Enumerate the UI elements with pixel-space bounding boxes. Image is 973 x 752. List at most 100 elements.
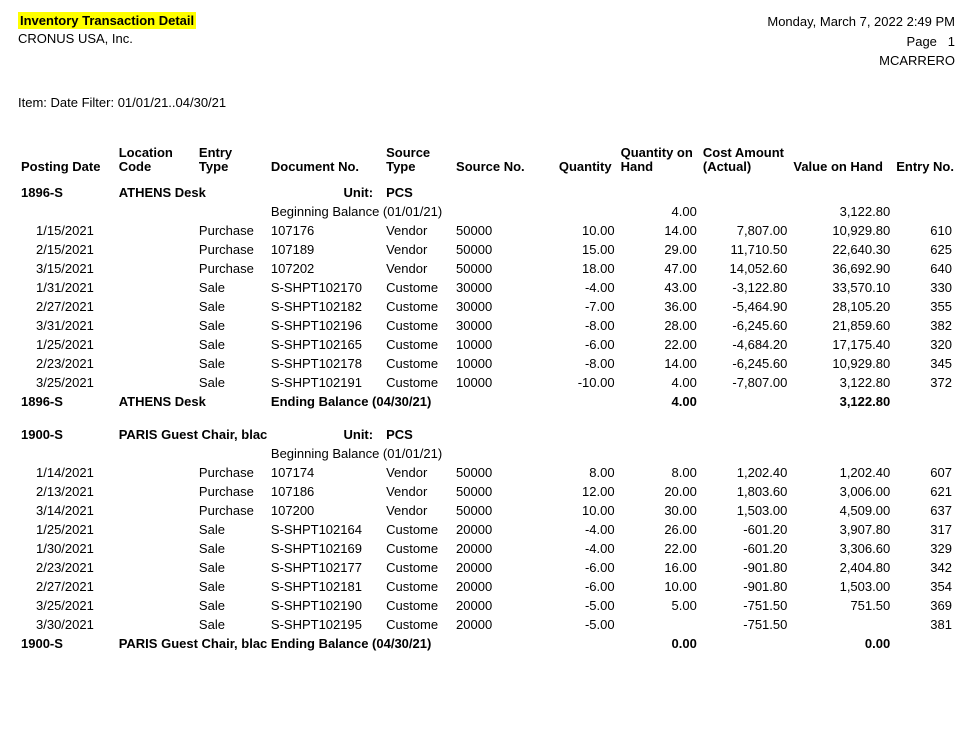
cell-source-type: Vendor — [383, 240, 453, 259]
cell-location-code — [116, 520, 196, 539]
beginning-qty — [618, 444, 700, 463]
page-number: 1 — [948, 34, 955, 49]
cell-entry-type: Sale — [196, 558, 268, 577]
cell-quantity: -4.00 — [556, 278, 618, 297]
col-source-no: Source No. — [453, 144, 556, 184]
col-entry-type: EntryType — [196, 144, 268, 184]
cell-entry-no: 372 — [893, 373, 955, 392]
cell-source-no: 20000 — [453, 539, 556, 558]
cell-source-type: Custome — [383, 335, 453, 354]
cell-location-code — [116, 297, 196, 316]
cell-value-on-hand: 1,202.40 — [790, 463, 893, 482]
cell-entry-type: Sale — [196, 539, 268, 558]
beginning-value — [790, 444, 893, 463]
cell-qty-on-hand: 5.00 — [618, 596, 700, 615]
cell-value-on-hand: 21,859.60 — [790, 316, 893, 335]
cell-source-type: Custome — [383, 278, 453, 297]
beginning-balance-row: Beginning Balance (01/01/21) — [18, 444, 955, 463]
unit-label: Unit: — [268, 425, 383, 444]
cell-quantity: -8.00 — [556, 354, 618, 373]
cell-cost-amount: -5,464.90 — [700, 297, 791, 316]
cell-posting-date: 2/23/2021 — [18, 354, 116, 373]
cell-document-no: S-SHPT102195 — [268, 615, 383, 634]
cell-posting-date: 3/14/2021 — [18, 501, 116, 520]
cell-posting-date: 1/31/2021 — [18, 278, 116, 297]
spacer-row — [18, 411, 955, 425]
table-row: 3/25/2021SaleS-SHPT102190Custome20000-5.… — [18, 596, 955, 615]
cell-document-no: S-SHPT102196 — [268, 316, 383, 335]
cell-entry-type: Purchase — [196, 240, 268, 259]
cell-posting-date: 2/27/2021 — [18, 577, 116, 596]
cell-qty-on-hand: 47.00 — [618, 259, 700, 278]
col-quantity: Quantity — [556, 144, 618, 184]
table-row: 1/25/2021SaleS-SHPT102164Custome20000-4.… — [18, 520, 955, 539]
cell-value-on-hand: 33,570.10 — [790, 278, 893, 297]
cell-quantity: -4.00 — [556, 539, 618, 558]
filter-text: Item: Date Filter: 01/01/21..04/30/21 — [18, 95, 955, 110]
cell-value-on-hand: 17,175.40 — [790, 335, 893, 354]
cell-qty-on-hand: 28.00 — [618, 316, 700, 335]
cell-qty-on-hand: 26.00 — [618, 520, 700, 539]
cell-document-no: S-SHPT102190 — [268, 596, 383, 615]
cell-quantity: -8.00 — [556, 316, 618, 335]
cell-document-no: S-SHPT102170 — [268, 278, 383, 297]
cell-document-no: 107189 — [268, 240, 383, 259]
col-source-type: SourceType — [383, 144, 453, 184]
cell-quantity: 18.00 — [556, 259, 618, 278]
table-row: 2/13/2021Purchase107186Vendor5000012.002… — [18, 482, 955, 501]
cell-value-on-hand: 3,306.60 — [790, 539, 893, 558]
report-user: MCARRERO — [767, 51, 955, 71]
page-label-row: Page 1 — [767, 32, 955, 52]
cell-entry-type: Purchase — [196, 501, 268, 520]
cell-source-type: Custome — [383, 577, 453, 596]
table-row: 1/15/2021Purchase107176Vendor5000010.001… — [18, 221, 955, 240]
cell-entry-type: Sale — [196, 577, 268, 596]
cell-source-type: Vendor — [383, 482, 453, 501]
cell-value-on-hand: 4,509.00 — [790, 501, 893, 520]
cell-entry-no: 345 — [893, 354, 955, 373]
unit-label: Unit: — [268, 183, 383, 202]
cell-location-code — [116, 259, 196, 278]
unit-value: PCS — [383, 425, 453, 444]
cell-qty-on-hand: 36.00 — [618, 297, 700, 316]
report-datetime: Monday, March 7, 2022 2:49 PM — [767, 12, 955, 32]
cell-posting-date: 2/13/2021 — [18, 482, 116, 501]
cell-posting-date: 1/30/2021 — [18, 539, 116, 558]
cell-cost-amount: -6,245.60 — [700, 316, 791, 335]
cell-posting-date: 1/25/2021 — [18, 335, 116, 354]
ending-value: 0.00 — [790, 634, 893, 653]
cell-entry-no: 637 — [893, 501, 955, 520]
cell-source-type: Custome — [383, 520, 453, 539]
cell-cost-amount: -901.80 — [700, 577, 791, 596]
cell-cost-amount: -3,122.80 — [700, 278, 791, 297]
cell-source-type: Custome — [383, 354, 453, 373]
cell-source-type: Custome — [383, 297, 453, 316]
ending-qty: 0.00 — [618, 634, 700, 653]
cell-value-on-hand: 36,692.90 — [790, 259, 893, 278]
cell-document-no: S-SHPT102177 — [268, 558, 383, 577]
cell-quantity: -5.00 — [556, 596, 618, 615]
item-code-end: 1900-S — [18, 634, 116, 653]
beginning-balance-label: Beginning Balance (01/01/21) — [268, 202, 556, 221]
table-row: 2/27/2021SaleS-SHPT102181Custome20000-6.… — [18, 577, 955, 596]
beginning-value: 3,122.80 — [790, 202, 893, 221]
cell-posting-date: 3/31/2021 — [18, 316, 116, 335]
item-desc: PARIS Guest Chair, black — [116, 425, 268, 444]
table-row: 3/31/2021SaleS-SHPT102196Custome30000-8.… — [18, 316, 955, 335]
cell-cost-amount: 14,052.60 — [700, 259, 791, 278]
beginning-balance-row: Beginning Balance (01/01/21)4.003,122.80 — [18, 202, 955, 221]
report-table: Posting Date LocationCode EntryType Docu… — [18, 144, 955, 654]
cell-qty-on-hand: 43.00 — [618, 278, 700, 297]
cell-value-on-hand: 2,404.80 — [790, 558, 893, 577]
cell-source-no: 20000 — [453, 577, 556, 596]
company-name: CRONUS USA, Inc. — [18, 31, 196, 46]
cell-entry-type: Sale — [196, 335, 268, 354]
cell-source-type: Custome — [383, 558, 453, 577]
cell-entry-type: Purchase — [196, 259, 268, 278]
cell-cost-amount: 1,803.60 — [700, 482, 791, 501]
cell-entry-no: 330 — [893, 278, 955, 297]
item-header-row: 1896-SATHENS DeskUnit:PCS — [18, 183, 955, 202]
cell-entry-no: 354 — [893, 577, 955, 596]
item-code-end: 1896-S — [18, 392, 116, 411]
cell-document-no: 107200 — [268, 501, 383, 520]
